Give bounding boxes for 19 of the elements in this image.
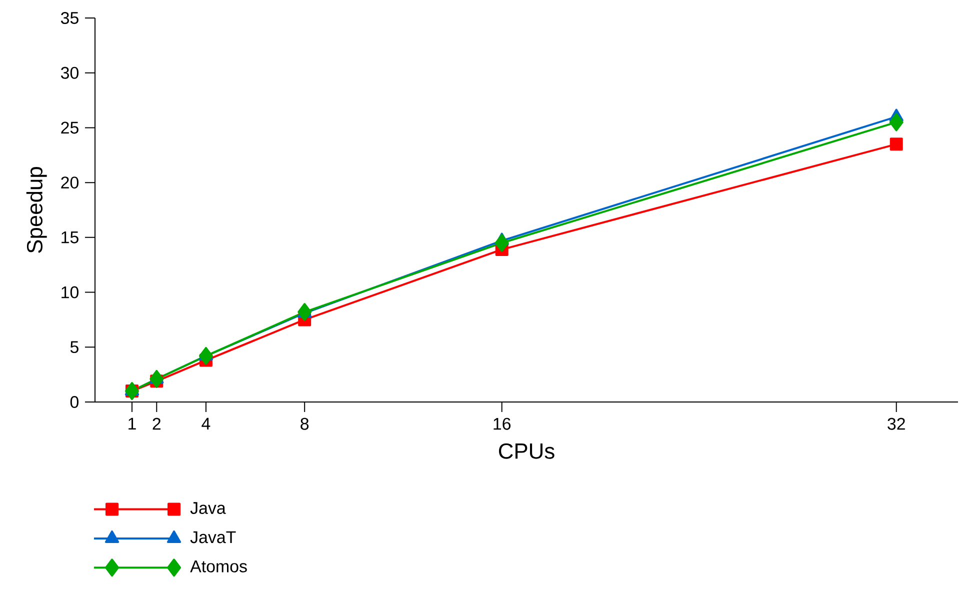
y-tick-label: 5	[70, 341, 78, 354]
y-tick-label: 30	[60, 66, 78, 79]
y-tick-label: 10	[62, 286, 78, 298]
x-tick-label: 4	[202, 418, 210, 430]
y-axis-title: Speedup	[26, 167, 47, 253]
y-tick-label: 15	[62, 232, 78, 244]
x-axis-title: CPUs	[498, 443, 554, 459]
x-tick-label: 2	[152, 418, 160, 430]
y-tick-label: 25	[61, 122, 78, 134]
x-tick-label: 16	[494, 418, 511, 430]
legend-label: JavaT	[190, 531, 236, 544]
y-tick-label: 20	[61, 176, 78, 189]
x-tick-label: 1	[128, 418, 136, 430]
y-tick-label: 35	[60, 12, 78, 24]
legend-label: Java	[190, 502, 226, 514]
legend-label: Atomos	[190, 560, 247, 572]
x-tick-label: 32	[888, 418, 905, 430]
y-tick-label: 0	[70, 396, 78, 408]
x-tick-label: 8	[300, 418, 309, 430]
